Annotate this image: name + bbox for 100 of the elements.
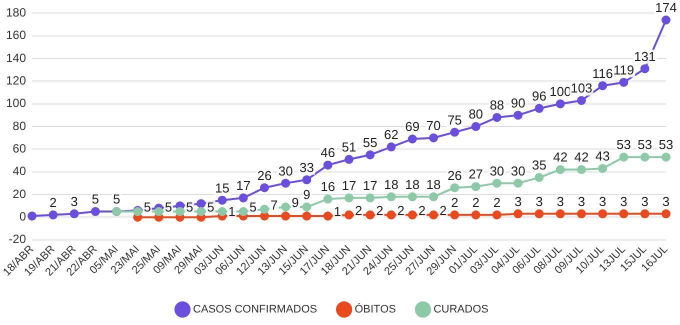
point <box>344 193 354 202</box>
data-label: 17 <box>362 178 378 194</box>
point <box>534 104 544 113</box>
point <box>598 164 608 173</box>
data-label: 3 <box>620 194 628 209</box>
data-label: 70 <box>426 118 441 133</box>
data-label: 2 <box>451 195 458 210</box>
point <box>619 152 628 162</box>
data-label: 103 <box>570 80 592 96</box>
point <box>366 150 375 160</box>
data-label: 75 <box>447 112 462 128</box>
data-label: 27 <box>468 166 484 182</box>
point <box>556 209 565 218</box>
data-label: 131 <box>634 48 656 64</box>
data-label: 7 <box>270 197 278 212</box>
point <box>218 196 227 205</box>
data-label: 43 <box>595 148 610 164</box>
point <box>281 212 290 221</box>
data-label: 1 <box>334 204 342 220</box>
point <box>576 209 586 218</box>
y-tick-label: 0 <box>19 210 26 224</box>
data-label: 53 <box>616 137 631 152</box>
point <box>408 134 417 144</box>
data-label: 3 <box>536 194 543 209</box>
point <box>90 207 100 216</box>
data-label: 100 <box>549 84 572 99</box>
data-label: 18 <box>426 176 441 192</box>
data-label: 17 <box>342 178 356 194</box>
data-label: 55 <box>362 134 378 150</box>
point <box>196 207 206 216</box>
data-label: 3 <box>641 194 648 209</box>
data-label: 18 <box>405 176 420 192</box>
data-label: 42 <box>574 150 589 165</box>
point <box>619 209 628 218</box>
legend-label: ÓBITOS <box>354 302 396 316</box>
point <box>429 210 438 220</box>
data-label: 5 <box>112 192 120 207</box>
point <box>471 182 480 192</box>
point <box>218 207 227 216</box>
data-label: 30 <box>510 163 526 178</box>
data-label: 17 <box>236 178 251 194</box>
data-label: 69 <box>405 119 420 134</box>
point <box>386 192 396 202</box>
data-label: 46 <box>320 145 336 160</box>
point <box>281 202 290 212</box>
point <box>260 204 269 214</box>
point <box>492 112 502 122</box>
data-label: 2 <box>472 195 480 210</box>
point <box>471 210 480 220</box>
data-label: 18 <box>384 176 399 192</box>
y-tick-label: 40 <box>12 164 26 178</box>
point <box>450 183 460 192</box>
point <box>408 192 417 202</box>
point <box>386 142 396 152</box>
point <box>619 78 628 87</box>
data-label: 88 <box>490 98 504 113</box>
y-tick-label: 180 <box>6 6 26 20</box>
point <box>175 207 184 216</box>
point <box>238 207 248 216</box>
data-label: 80 <box>468 106 484 122</box>
data-label: 42 <box>553 150 568 165</box>
point <box>556 165 565 174</box>
data-label: 9 <box>303 187 310 202</box>
point <box>471 122 480 132</box>
data-label: 2 <box>440 203 447 218</box>
data-label: 2 <box>376 203 384 218</box>
point <box>323 160 332 170</box>
y-tick-label: -20 <box>8 232 26 246</box>
point <box>429 133 438 142</box>
point <box>492 178 502 188</box>
legend-label: CASOS CONFIRMADOS <box>193 304 318 316</box>
point <box>48 210 58 220</box>
data-label: 1 <box>228 204 236 220</box>
data-label: 5 <box>186 200 194 215</box>
legend-label: CURADOS <box>433 304 488 316</box>
data-label: 96 <box>532 88 546 104</box>
y-tick-label: 20 <box>12 186 26 201</box>
data-label: 2 <box>355 203 362 218</box>
data-label: 62 <box>384 127 399 142</box>
data-label: 2 <box>418 203 426 218</box>
data-label: 3 <box>70 194 78 209</box>
point <box>662 152 670 162</box>
point <box>450 128 460 137</box>
point <box>534 209 544 218</box>
data-label: 90 <box>510 95 526 110</box>
data-label: 51 <box>342 139 356 154</box>
point <box>514 110 523 120</box>
point <box>323 194 332 204</box>
point <box>640 64 650 74</box>
y-tick-label: 140 <box>6 50 26 65</box>
point <box>323 212 332 221</box>
y-tick-label: 160 <box>6 28 26 42</box>
point <box>302 202 312 212</box>
point <box>556 99 565 108</box>
y-tick-label: 100 <box>6 96 26 110</box>
point <box>576 165 586 174</box>
data-label: 53 <box>658 137 674 152</box>
data-label: 9 <box>292 195 299 210</box>
point <box>302 212 312 221</box>
point <box>662 209 670 218</box>
